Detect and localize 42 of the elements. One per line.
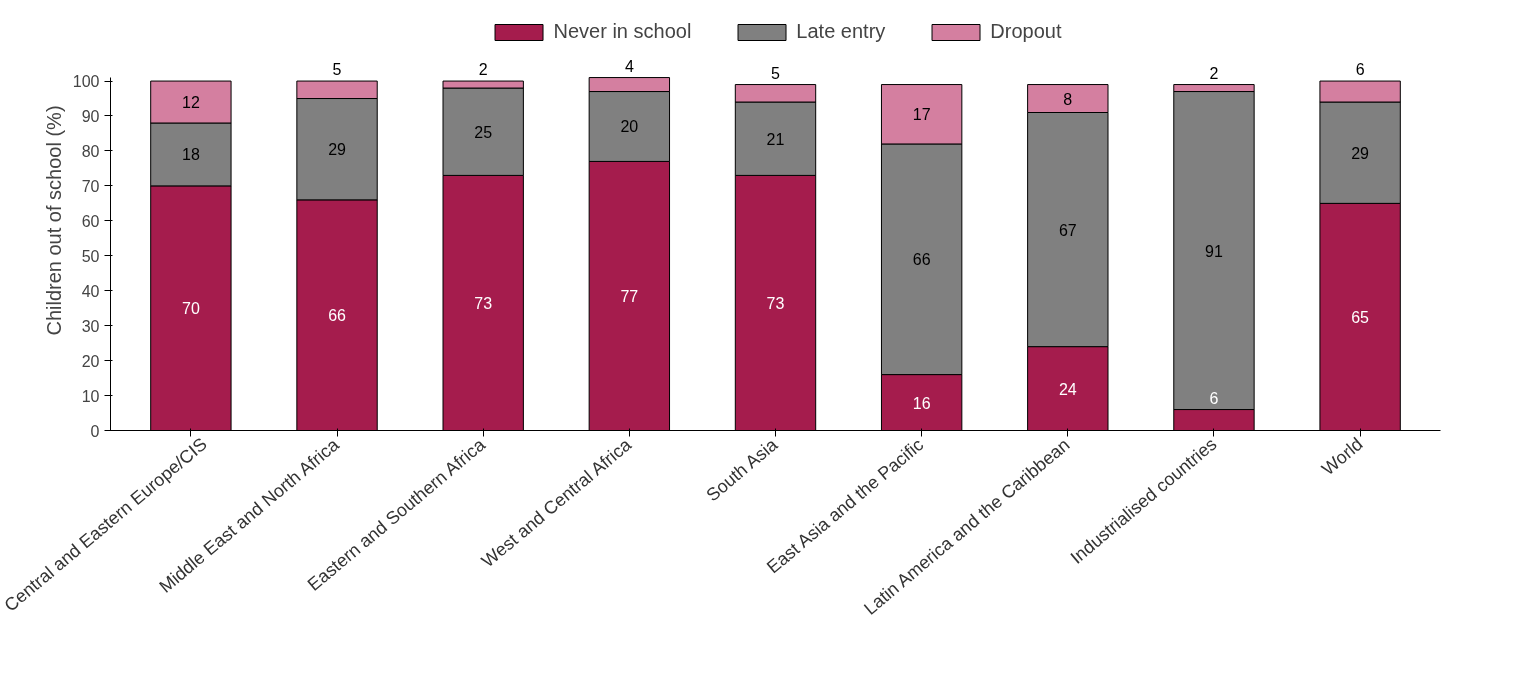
data-label: 18 xyxy=(181,146,200,164)
data-label: 12 xyxy=(181,94,200,112)
data-label: 16 xyxy=(912,394,931,412)
data-label: 67 xyxy=(1058,221,1077,239)
y-tick-label: 10 xyxy=(81,387,100,405)
data-label: 65 xyxy=(1351,308,1370,326)
data-label: 29 xyxy=(1351,144,1370,162)
y-tick-label: 90 xyxy=(81,108,100,125)
y-tick-label: 70 xyxy=(81,177,100,195)
data-label: 6 xyxy=(1209,389,1219,407)
y-tick-label: 40 xyxy=(81,282,100,300)
data-label: 5 xyxy=(771,64,781,82)
data-label: 21 xyxy=(766,130,785,148)
y-tick-label: 30 xyxy=(81,317,100,335)
data-label: 5 xyxy=(332,61,342,79)
legend-label: Late entry xyxy=(796,20,886,43)
y-tick-label: 80 xyxy=(81,142,100,160)
y-tick-label: 60 xyxy=(81,212,100,230)
data-label: 25 xyxy=(474,123,493,141)
y-tick-label: 20 xyxy=(81,352,100,370)
y-tick-label: 0 xyxy=(90,422,100,440)
data-label: 6 xyxy=(1355,61,1365,79)
data-label: 70 xyxy=(181,300,200,318)
data-label: 4 xyxy=(624,57,634,75)
data-label: 29 xyxy=(328,141,347,159)
data-label: 20 xyxy=(620,118,639,136)
data-label: 2 xyxy=(478,61,488,79)
data-label: 17 xyxy=(912,106,931,124)
data-label: 73 xyxy=(474,294,493,312)
data-label: 91 xyxy=(1205,242,1223,260)
data-label: 66 xyxy=(912,251,931,269)
data-label: 66 xyxy=(328,307,347,325)
data-label: 24 xyxy=(1058,380,1077,398)
y-axis-title: Children out of school (%) xyxy=(42,105,65,336)
y-tick-label: 50 xyxy=(81,247,100,265)
legend-label: Never in school xyxy=(553,20,692,43)
y-tick-label: 100 xyxy=(72,73,100,91)
data-label: 8 xyxy=(1063,90,1073,108)
data-label: 2 xyxy=(1209,64,1219,82)
legend-label: Dropout xyxy=(990,20,1062,43)
data-label: 77 xyxy=(620,287,639,305)
data-label: 73 xyxy=(766,294,785,312)
